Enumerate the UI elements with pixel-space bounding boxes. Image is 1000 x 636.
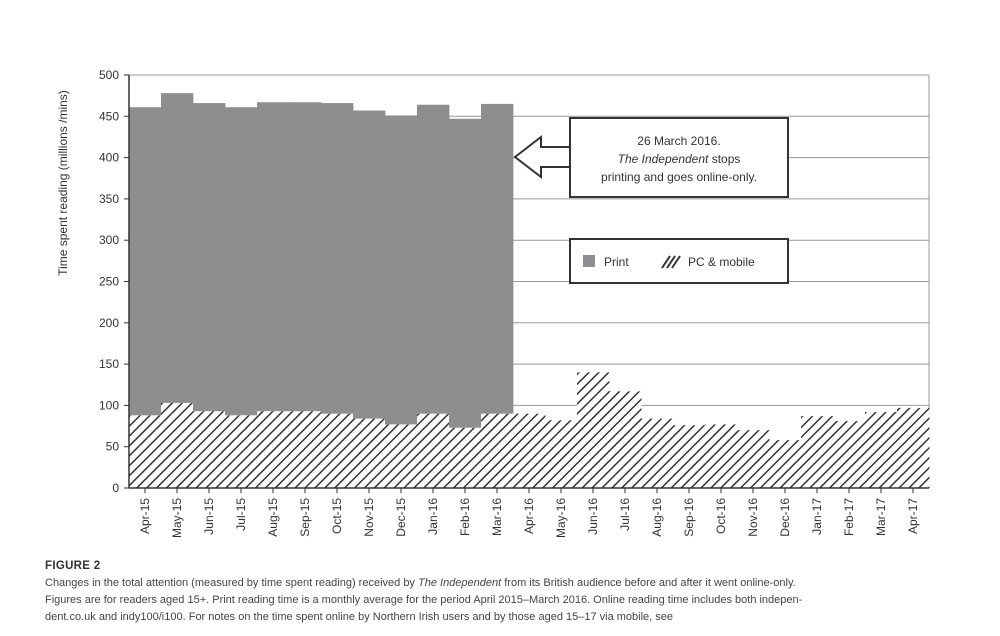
y-tick-label: 450: [99, 109, 119, 123]
figure-label: FIGURE 2: [45, 560, 101, 572]
bar-pc-mobile: [321, 413, 354, 488]
bar-pc-mobile: [481, 413, 514, 488]
bar-print: [257, 102, 290, 412]
bar-pc-mobile: [161, 402, 194, 488]
x-tick-label: Jun-16: [586, 498, 600, 535]
annotation-callout: 26 March 2016. The Independent stops pri…: [513, 117, 789, 198]
legend-pc-mobile-swatch: [661, 255, 681, 269]
bar-pc-mobile: [513, 413, 546, 488]
y-tick-label: 350: [99, 192, 119, 206]
y-tick-label: 500: [99, 68, 119, 82]
x-tick-label: Jul-15: [234, 498, 248, 531]
bar-pc-mobile: [801, 416, 834, 488]
x-tick-label: Apr-17: [906, 498, 920, 534]
bar-pc-mobile: [673, 425, 706, 488]
y-tick-label: 400: [99, 151, 119, 165]
annotation-line3: printing and goes online-only.: [601, 170, 757, 184]
y-tick-label: 100: [99, 398, 119, 412]
annotation-arrow: [513, 134, 571, 180]
x-tick-label: Nov-15: [362, 498, 376, 537]
x-tick-label: Jun-15: [202, 498, 216, 535]
caption-line-2: Figures are for readers aged 15+. Print …: [45, 594, 803, 606]
bar-pc-mobile: [641, 418, 674, 488]
x-tick-label: Jan-16: [426, 498, 440, 535]
bar-pc-mobile: [545, 420, 578, 488]
bar-pc-mobile: [609, 391, 642, 488]
bar-pc-mobile: [353, 418, 386, 488]
x-tick-label: May-16: [554, 498, 568, 538]
bar-print: [289, 102, 322, 412]
bar-print: [225, 107, 258, 416]
x-tick-label: Nov-16: [746, 498, 760, 537]
stacked-bar-chart: 0 50 100 150 200 250 300 350 400 450 500 Apr-15 May-…: [56, 68, 930, 538]
bar-print: [353, 110, 386, 419]
legend-print-swatch: [583, 255, 595, 267]
x-tick-label: Dec-15: [394, 498, 408, 537]
x-tick-label: Dec-16: [778, 498, 792, 537]
x-tick-label: Aug-16: [650, 498, 664, 537]
y-tick-label: 50: [106, 440, 120, 454]
bar-pc-mobile: [577, 372, 610, 488]
annotation-line2: The Independent stops: [618, 152, 741, 166]
axes: 0 50 100 150 200 250 300 350 400 450 500 Apr-15 May-…: [99, 68, 929, 538]
bar-pc-mobile: [193, 411, 226, 488]
annotation-line1: 26 March 2016.: [637, 134, 720, 148]
annotation-box: [569, 117, 789, 198]
bar-pc-mobile: [385, 424, 418, 488]
y-tick-label: 150: [99, 357, 119, 371]
x-tick-label: Feb-16: [458, 498, 472, 536]
bar-pc-mobile: [769, 440, 802, 488]
bar-pc-mobile: [737, 430, 770, 488]
y-axis-label: Time spent reading (millions /mins): [56, 90, 70, 276]
caption-line-1: Changes in the total attention (measured…: [45, 575, 980, 592]
x-tick-label: May-15: [170, 498, 184, 538]
x-tick-label: Feb-17: [842, 498, 856, 536]
bar-pc-mobile: [449, 427, 482, 488]
legend: Print PC & mobile: [569, 238, 789, 284]
bar-print: [161, 93, 194, 403]
bars: [129, 93, 930, 488]
bar-print: [417, 104, 450, 414]
y-tick-label: 200: [99, 316, 119, 330]
y-tick-label: 250: [99, 275, 119, 289]
annotation-italic: The Independent: [618, 152, 709, 166]
bar-pc-mobile: [833, 421, 866, 488]
x-tick-label: Oct-15: [330, 498, 344, 534]
x-tick-label: Sep-15: [298, 498, 312, 537]
bar-print: [321, 103, 354, 414]
caption-text-a: Changes in the total attention (measured…: [45, 577, 418, 589]
x-tick-label: Jan-17: [810, 498, 824, 535]
x-tick-label: Apr-16: [522, 498, 536, 534]
x-tick-label: Oct-16: [714, 498, 728, 534]
bar-print: [481, 103, 514, 414]
bar-print: [385, 115, 418, 425]
bar-print: [449, 118, 482, 428]
legend-print-label: Print: [604, 255, 629, 269]
legend-pc-mobile-label: PC & mobile: [688, 255, 755, 269]
caption-italic: The Independent: [418, 577, 502, 589]
figure-caption: FIGURE 2 Changes in the total attention …: [45, 558, 980, 626]
bar-pc-mobile: [705, 424, 738, 488]
x-tick-label: Mar-16: [490, 498, 504, 536]
bar-pc-mobile: [225, 415, 258, 488]
legend-box: [569, 238, 789, 284]
x-tick-label: Sep-16: [682, 498, 696, 537]
caption-line-3: dent.co.uk and indy100/i100. For notes o…: [45, 611, 674, 623]
bar-pc-mobile: [257, 411, 290, 488]
x-tick-label: Jul-16: [618, 498, 632, 531]
bar-pc-mobile: [289, 411, 322, 488]
bar-pc-mobile: [417, 413, 450, 488]
annotation-rest: stops: [708, 152, 740, 166]
bar-pc-mobile: [865, 412, 898, 488]
caption-text-b: from its British audience before and aft…: [501, 577, 796, 589]
bar-print: [193, 103, 226, 412]
x-tick-label: Aug-15: [266, 498, 280, 537]
x-tick-label: Mar-17: [874, 498, 888, 536]
x-tick-label: Apr-15: [138, 498, 152, 534]
y-tick-label: 0: [112, 481, 119, 495]
bar-print: [129, 107, 162, 416]
bar-pc-mobile: [129, 415, 162, 488]
bar-pc-mobile: [897, 407, 930, 488]
y-tick-label: 300: [99, 233, 119, 247]
